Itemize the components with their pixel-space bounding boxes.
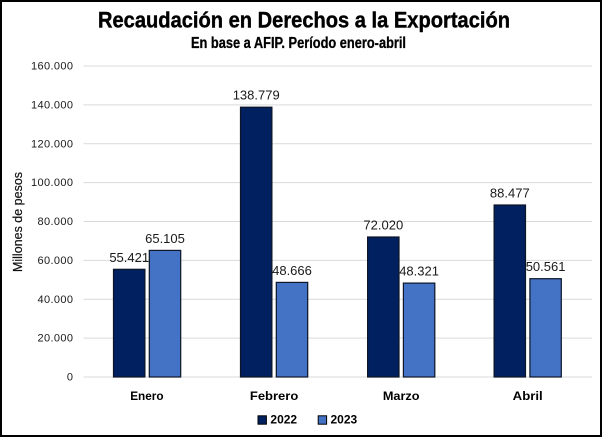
- svg-text:Recaudación en Derechos a la E: Recaudación en Derechos a la Exportación: [98, 7, 510, 32]
- svg-text:40.000: 40.000: [38, 294, 74, 306]
- svg-text:En base a AFIP. Período enero-: En base a AFIP. Período enero-abril: [191, 35, 406, 52]
- svg-text:80.000: 80.000: [38, 216, 74, 228]
- svg-text:48.666: 48.666: [272, 263, 312, 278]
- svg-text:160.000: 160.000: [31, 61, 73, 73]
- svg-text:48.321: 48.321: [399, 264, 439, 279]
- svg-text:120.000: 120.000: [31, 138, 73, 150]
- svg-text:2023: 2023: [331, 413, 358, 427]
- svg-text:Enero: Enero: [130, 389, 164, 403]
- svg-text:140.000: 140.000: [31, 100, 73, 112]
- svg-text:88.477: 88.477: [490, 186, 530, 201]
- svg-text:50.561: 50.561: [526, 259, 566, 274]
- svg-text:138.779: 138.779: [233, 88, 280, 103]
- svg-text:Abril: Abril: [513, 389, 543, 403]
- svg-text:100.000: 100.000: [31, 177, 73, 189]
- svg-text:2022: 2022: [270, 413, 297, 427]
- svg-text:55.421: 55.421: [109, 250, 149, 265]
- svg-text:72.020: 72.020: [363, 218, 403, 233]
- svg-text:0: 0: [67, 372, 73, 384]
- svg-text:20.000: 20.000: [38, 333, 74, 345]
- svg-text:Febrero: Febrero: [250, 389, 299, 403]
- svg-text:Marzo: Marzo: [383, 389, 420, 403]
- svg-text:60.000: 60.000: [38, 255, 74, 267]
- svg-text:65.105: 65.105: [145, 231, 185, 246]
- svg-text:Millones de pesos: Millones de pesos: [11, 172, 25, 272]
